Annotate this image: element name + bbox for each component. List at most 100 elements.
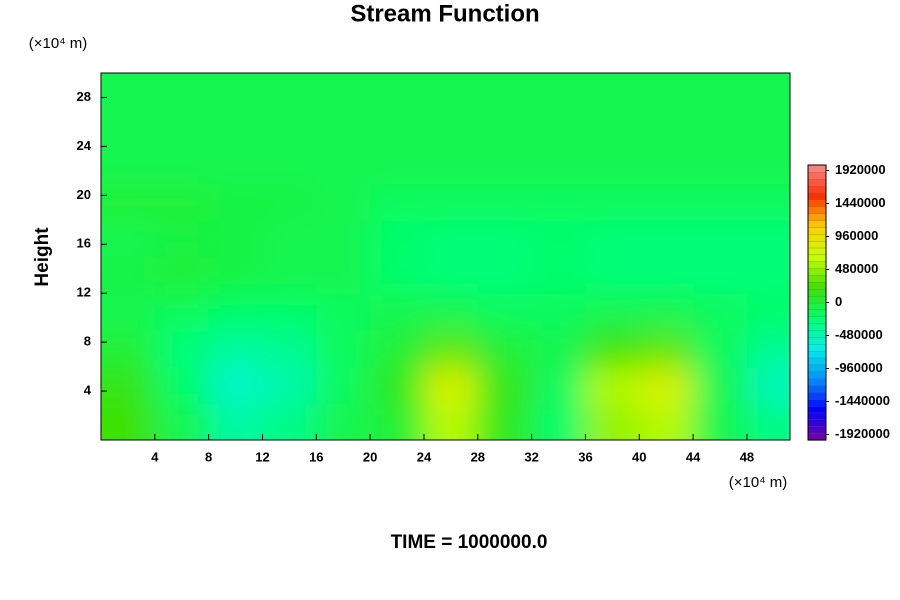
y-tick-label: 28: [77, 89, 91, 104]
field-cell: [693, 403, 748, 440]
colorbar-swatch: [807, 377, 827, 386]
colorbar-tick-label: 1920000: [835, 162, 886, 177]
field-cell: [423, 256, 479, 295]
field-cell: [531, 256, 587, 295]
field-cell: [585, 109, 641, 148]
field-cell: [746, 293, 790, 331]
field-cell: [423, 146, 479, 185]
field-cell: [262, 73, 318, 111]
colorbar-swatch: [807, 350, 827, 359]
field-cell: [585, 366, 641, 405]
field-cell: [477, 329, 533, 368]
colorbar-swatch: [807, 281, 827, 290]
x-tick-label: 36: [578, 449, 592, 464]
colorbar-swatch: [807, 233, 827, 242]
x-tick-label: 12: [255, 449, 269, 464]
field-cell: [154, 219, 210, 258]
field-cell: [262, 183, 318, 221]
field-cell: [101, 146, 156, 185]
field-cell: [316, 73, 372, 111]
colorbar-tick-label: -960000: [835, 360, 883, 375]
field-cell: [531, 219, 587, 258]
field-cell: [423, 403, 479, 440]
field-cell: [693, 329, 748, 368]
x-tick-label: 48: [740, 449, 754, 464]
colorbar-swatch: [807, 288, 827, 297]
field-cell: [370, 146, 425, 185]
field-cell: [585, 293, 641, 331]
field-cell: [101, 73, 156, 111]
x-unit: (×10⁴ m): [729, 474, 788, 491]
field-cell: [639, 366, 695, 405]
colorbar-swatch: [807, 274, 827, 283]
field-cell: [746, 183, 790, 221]
colorbar-swatch: [807, 199, 827, 207]
field-cell: [101, 219, 156, 258]
footer: TIME = 1000000.0: [391, 532, 548, 553]
colorbar-swatch: [807, 371, 827, 379]
field-cell: [154, 366, 210, 405]
colorbar-swatch: [807, 295, 827, 304]
x-tick-label: 20: [363, 449, 377, 464]
field-cell: [101, 256, 156, 295]
y-tick-label: 20: [77, 187, 91, 202]
field-cell: [101, 366, 156, 405]
colorbar-swatch: [807, 336, 827, 345]
field-cell: [154, 403, 210, 440]
field-cell: [316, 183, 372, 221]
field-cell: [531, 329, 587, 368]
field-cell: [477, 183, 533, 221]
colorbar-tick-label: 1440000: [835, 195, 886, 210]
field-cell: [639, 109, 695, 148]
colorbar-swatch: [807, 206, 827, 214]
y-tick-label: 16: [77, 236, 91, 251]
colorbar-tick-label: 960000: [835, 228, 878, 243]
field-cell: [746, 329, 790, 368]
field-cell: [154, 146, 210, 185]
colorbar-swatch: [807, 164, 827, 173]
colorbar-swatch: [807, 412, 827, 421]
field-cell: [746, 146, 790, 185]
field-cell: [693, 293, 748, 331]
x-tick-label: 40: [632, 449, 646, 464]
colorbar-tick-label: -1440000: [835, 393, 890, 408]
colorbar-swatch: [807, 171, 827, 180]
field-cell: [585, 146, 641, 185]
field-cell: [316, 329, 372, 368]
field-cell: [693, 146, 748, 185]
field-cell: [154, 329, 210, 368]
field-cell: [370, 403, 425, 440]
colorbar-swatch: [807, 178, 827, 187]
field-cell: [154, 256, 210, 295]
field-cell: [423, 293, 479, 331]
field-cell: [101, 403, 156, 440]
field-cell: [639, 219, 695, 258]
field-cell: [639, 293, 695, 331]
field-cell: [477, 293, 533, 331]
field-cell: [639, 73, 695, 111]
field-cell: [746, 256, 790, 295]
colorbar-tick-label: -480000: [835, 327, 883, 342]
field-cell: [693, 73, 748, 111]
colorbar-swatch: [807, 302, 827, 311]
field-cell: [423, 73, 479, 111]
field-cell: [531, 403, 587, 440]
colorbar-swatch: [807, 419, 827, 427]
field-cell: [208, 73, 264, 111]
field-cell: [101, 109, 156, 148]
field-cell: [370, 109, 425, 148]
field-cell: [262, 219, 318, 258]
field-cell: [370, 183, 425, 221]
field-cell: [316, 109, 372, 148]
y-tick-label: 8: [84, 334, 91, 349]
field-cell: [693, 183, 748, 221]
field-cell: [639, 329, 695, 368]
x-tick-label: 8: [205, 449, 212, 464]
colorbar-tick-label: -1920000: [835, 426, 890, 441]
colorbar-swatch: [807, 364, 827, 372]
field-cell: [316, 366, 372, 405]
field-cell: [154, 109, 210, 148]
field-cell: [316, 403, 372, 440]
colorbar-tick-label: 480000: [835, 261, 878, 276]
